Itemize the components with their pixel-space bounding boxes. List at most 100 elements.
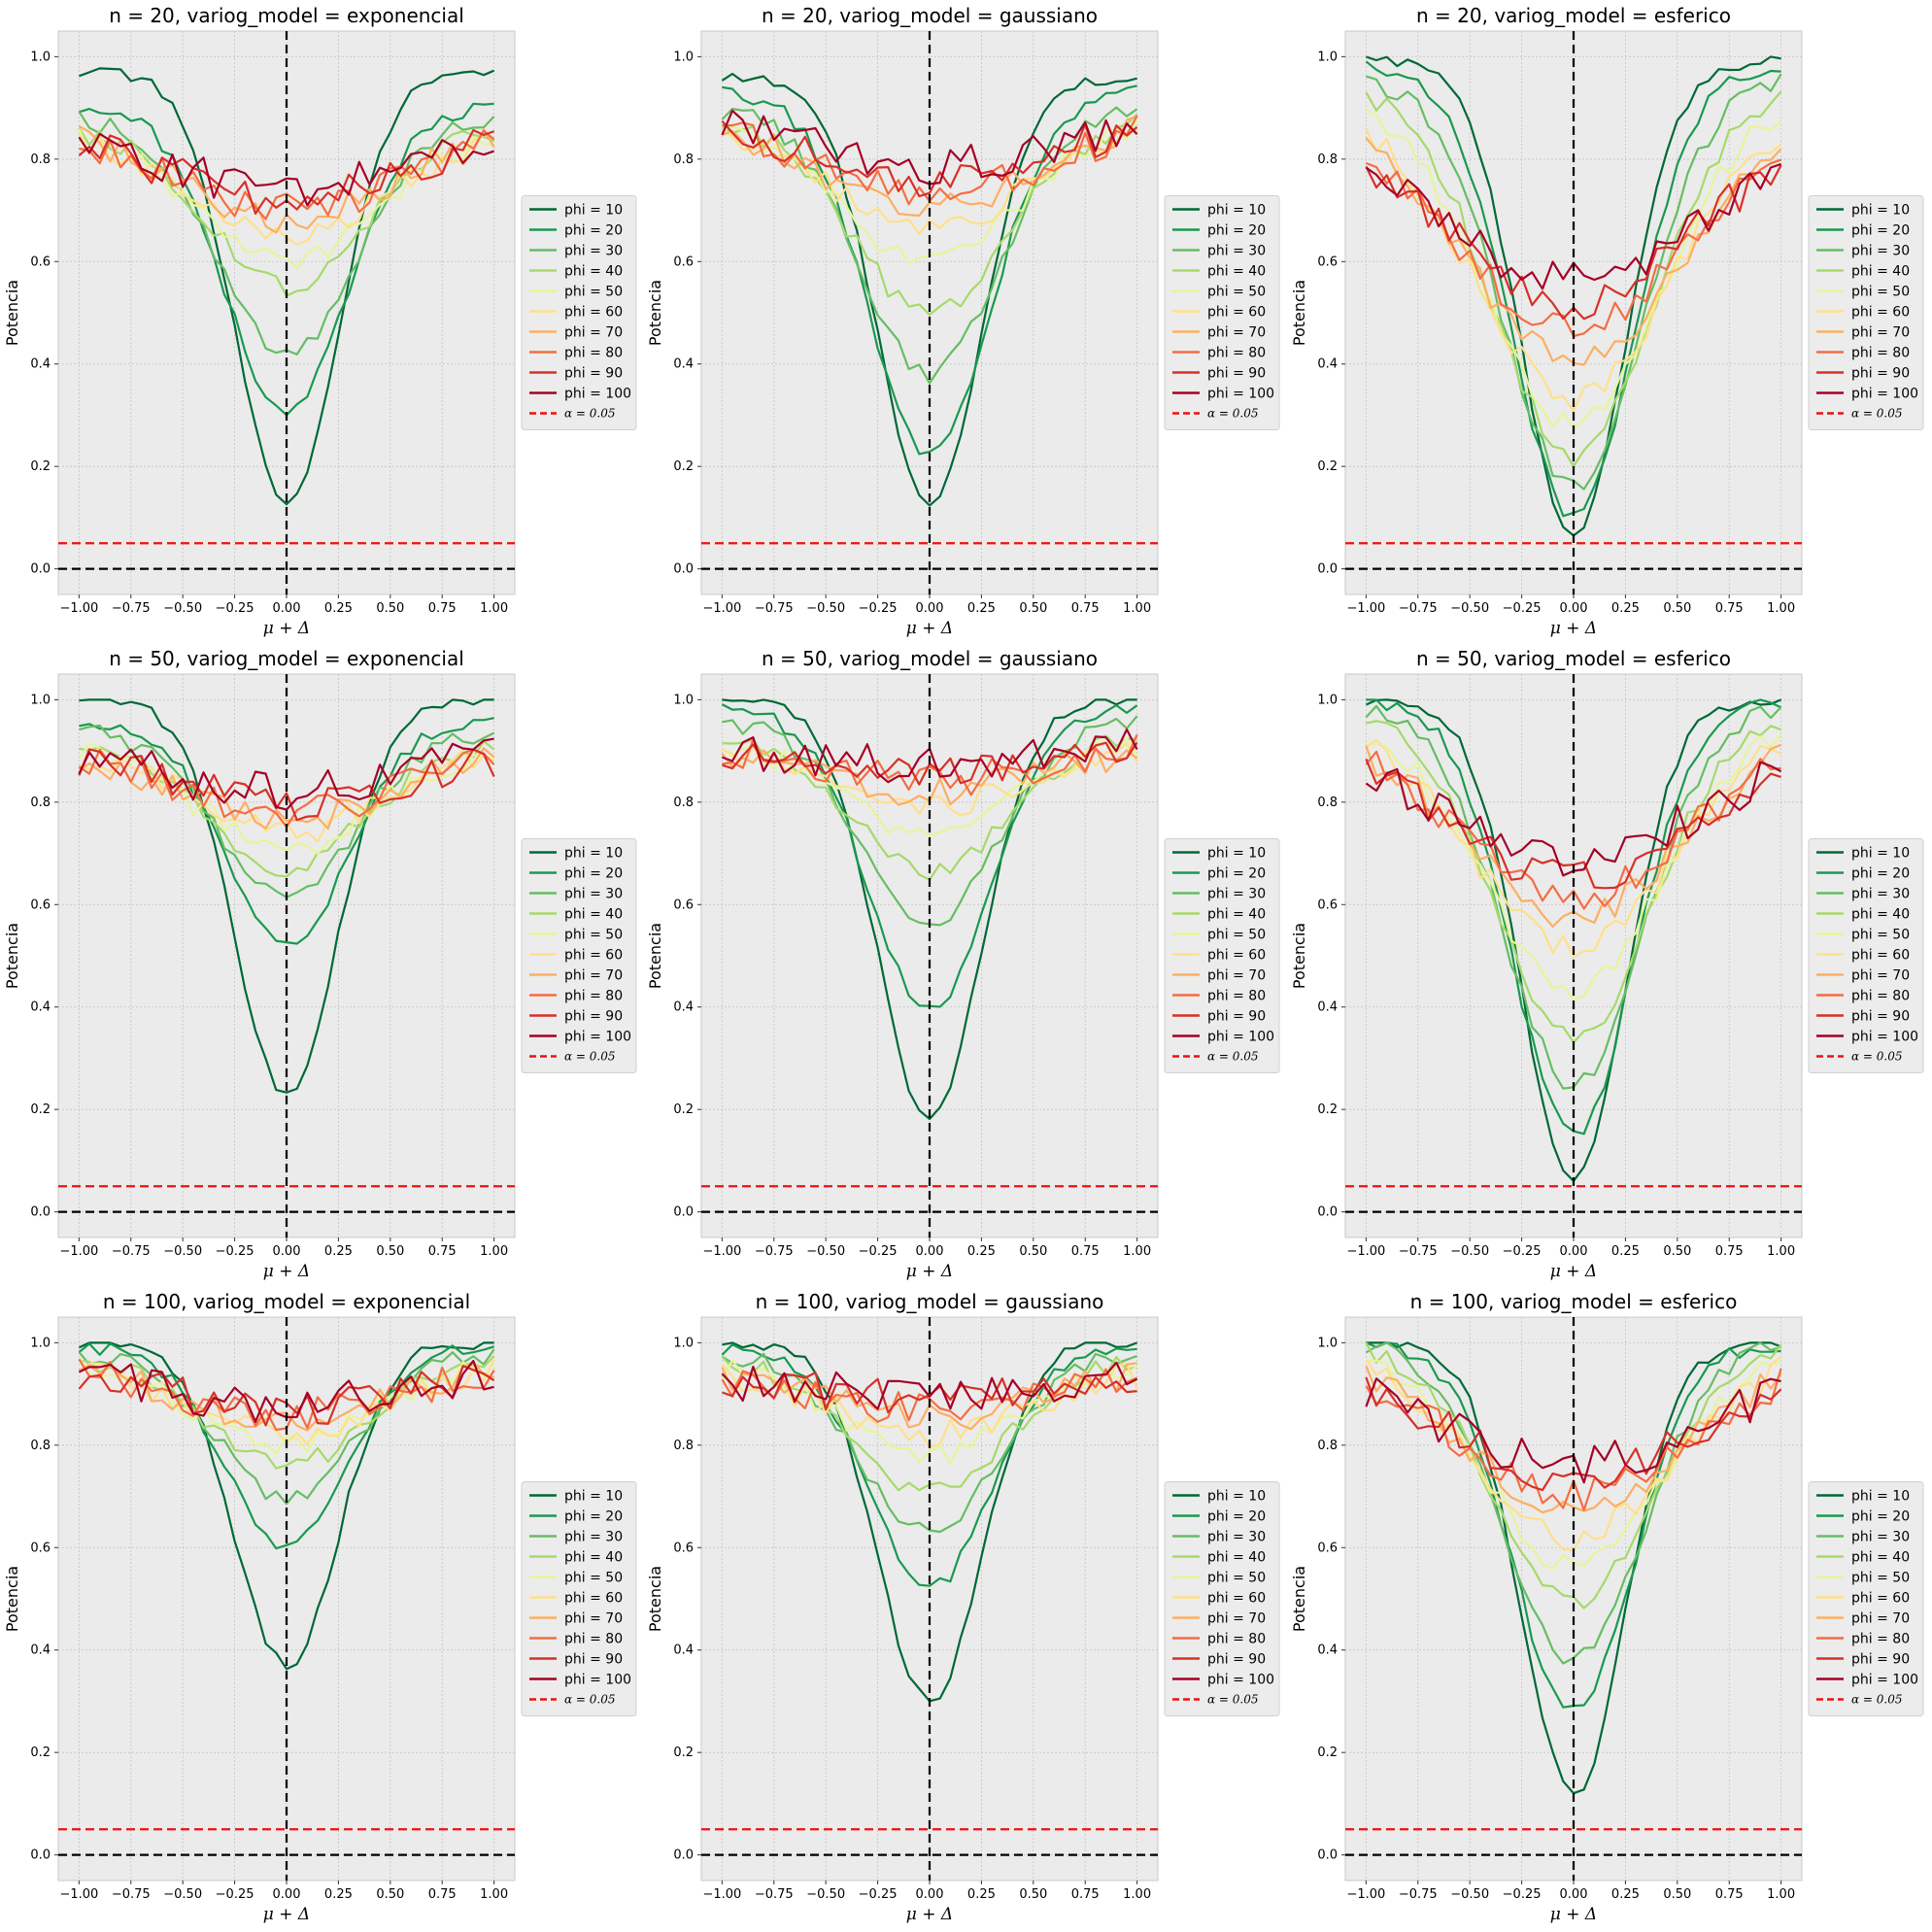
x-tick-label: 0.75: [428, 1887, 457, 1902]
legend-label: phi = 90: [1851, 1652, 1910, 1668]
legend-label: phi = 40: [1207, 1550, 1266, 1566]
y-tick-label: 0.2: [1317, 1746, 1338, 1760]
series-line-phi30: [721, 106, 1138, 385]
legend-label: phi = 20: [1207, 866, 1266, 882]
legend-label: phi = 90: [1207, 1652, 1266, 1668]
y-tick-label: 0.0: [1317, 1848, 1338, 1863]
y-tick-label: 0.2: [673, 1102, 694, 1117]
y-tick-label: 0.4: [673, 1000, 694, 1015]
legend-label: phi = 10: [1207, 1489, 1266, 1505]
x-tick-label: 1.00: [1767, 1887, 1795, 1902]
legend-label: phi = 50: [564, 285, 623, 300]
x-tick-label: −0.50: [806, 601, 845, 616]
panel-7: −1.00 −0.75 −0.50 −0.25 0.00 0.25 0.50 0.75 1.00…: [3, 1290, 637, 1924]
legend-label: phi = 60: [1851, 1591, 1910, 1607]
legend-label: phi = 90: [564, 1009, 623, 1025]
legend-label: phi = 80: [1207, 989, 1266, 1004]
y-tick-label: 0.4: [673, 357, 694, 372]
legend-label: phi = 10: [564, 203, 623, 219]
legend-label: phi = 40: [1207, 264, 1266, 280]
legend-label-alpha: α = 0.05: [1207, 1693, 1259, 1707]
legend-label: phi = 90: [1207, 1009, 1266, 1025]
legend-label: phi = 40: [1851, 264, 1910, 280]
x-tick-label: 1.00: [1767, 1244, 1795, 1259]
legend-label-alpha: α = 0.05: [1851, 407, 1903, 421]
x-tick-label: −0.75: [112, 601, 151, 616]
x-tick-label: 0.75: [1071, 1887, 1100, 1902]
y-axis-label: Potencia: [3, 923, 21, 989]
panel-title: n = 20, variog_model = esferico: [1416, 4, 1731, 27]
series-group: [78, 698, 495, 1094]
x-tick-label: 0.50: [376, 1887, 404, 1902]
legend-label: phi = 20: [564, 1509, 623, 1525]
legend-label: phi = 70: [1207, 1611, 1266, 1627]
legend-label: phi = 90: [1207, 366, 1266, 382]
series-line-phi20: [722, 85, 1137, 456]
x-tick-label: 0.00: [273, 1887, 301, 1902]
legend-label: phi = 50: [564, 1571, 623, 1586]
x-tick-label: 0.25: [1611, 1887, 1640, 1902]
panel-title: n = 50, variog_model = gaussiano: [762, 647, 1098, 670]
panel-title: n = 50, variog_model = esferico: [1416, 647, 1731, 670]
panel-4: −1.00 −0.75 −0.50 −0.25 0.00 0.25 0.50 0.75 1.00…: [3, 647, 637, 1281]
legend-label: phi = 90: [564, 366, 623, 382]
y-tick-label: 0.2: [30, 1746, 51, 1760]
legend-label: phi = 90: [1851, 1009, 1910, 1025]
series-line-phi100: [721, 1361, 1138, 1410]
x-tick-label: −0.50: [163, 1887, 202, 1902]
x-tick-label: 0.75: [428, 601, 457, 616]
x-tick-label: −0.75: [1399, 601, 1438, 616]
legend-box: [1808, 838, 1924, 1073]
legend-label: phi = 80: [1851, 1632, 1910, 1647]
legend-box: [1164, 195, 1280, 430]
x-tick-label: 0.25: [324, 1887, 353, 1902]
legend-label: phi = 60: [1207, 948, 1266, 964]
y-tick-label: 0.4: [1317, 357, 1338, 372]
legend-label: phi = 70: [564, 1611, 623, 1627]
legend-label: phi = 100: [1207, 1673, 1274, 1688]
x-tick-label: −0.25: [216, 1244, 254, 1259]
y-tick-label: 0.8: [1317, 153, 1338, 167]
legend-label: phi = 30: [1851, 244, 1910, 259]
y-tick-label: 1.0: [1317, 693, 1338, 707]
legend-label: phi = 40: [1851, 1550, 1910, 1566]
y-axis-label: Potencia: [646, 1566, 664, 1632]
legend-label: phi = 50: [564, 928, 623, 943]
legend-label: phi = 40: [564, 907, 623, 923]
y-tick-label: 0.8: [673, 796, 694, 810]
x-tick-label: −1.00: [702, 1244, 741, 1259]
legend-label: phi = 40: [564, 1550, 623, 1566]
y-tick-label: 1.0: [30, 693, 51, 707]
y-tick-label: 1.0: [673, 50, 694, 64]
x-tick-label: 0.75: [1071, 601, 1100, 616]
x-tick-label: 0.75: [1715, 1887, 1744, 1902]
y-tick-label: 1.0: [1317, 50, 1338, 64]
panel-title: n = 20, variog_model = gaussiano: [762, 4, 1098, 27]
y-tick-label: 0.6: [673, 898, 694, 912]
y-tick-label: 1.0: [673, 693, 694, 707]
legend-label: phi = 60: [1851, 305, 1910, 321]
series-line-phi20: [721, 1343, 1137, 1587]
panel-title: n = 100, variog_model = gaussiano: [756, 1290, 1104, 1313]
legend-label: phi = 10: [564, 846, 623, 862]
legend-label: phi = 100: [1851, 1673, 1918, 1688]
legend-label: phi = 100: [1207, 387, 1274, 402]
legend-label-alpha: α = 0.05: [1207, 407, 1259, 421]
series-line-phi10: [79, 67, 495, 506]
legend-label: phi = 100: [1851, 387, 1918, 402]
x-tick-label: 0.25: [1611, 1244, 1640, 1259]
legend-label-alpha: α = 0.05: [1207, 1050, 1259, 1064]
y-tick-label: 0.8: [673, 1439, 694, 1453]
legend-label: phi = 100: [564, 1673, 631, 1688]
x-tick-label: 1.00: [480, 1244, 508, 1259]
legend: phi = 10 phi = 20 phi = 30 phi = 40 phi = 50…: [1164, 1481, 1280, 1716]
legend-label: phi = 80: [1851, 989, 1910, 1004]
y-tick-label: 0.2: [673, 459, 694, 474]
y-tick-label: 0.2: [30, 1102, 51, 1117]
y-tick-label: 0.0: [30, 1848, 51, 1863]
x-tick-label: 0.75: [1715, 1244, 1744, 1259]
legend-label: phi = 10: [1207, 846, 1266, 862]
y-tick-label: 0.4: [1317, 1644, 1338, 1658]
legend-label: phi = 60: [1207, 1591, 1266, 1607]
legend-label: phi = 70: [1851, 968, 1910, 984]
